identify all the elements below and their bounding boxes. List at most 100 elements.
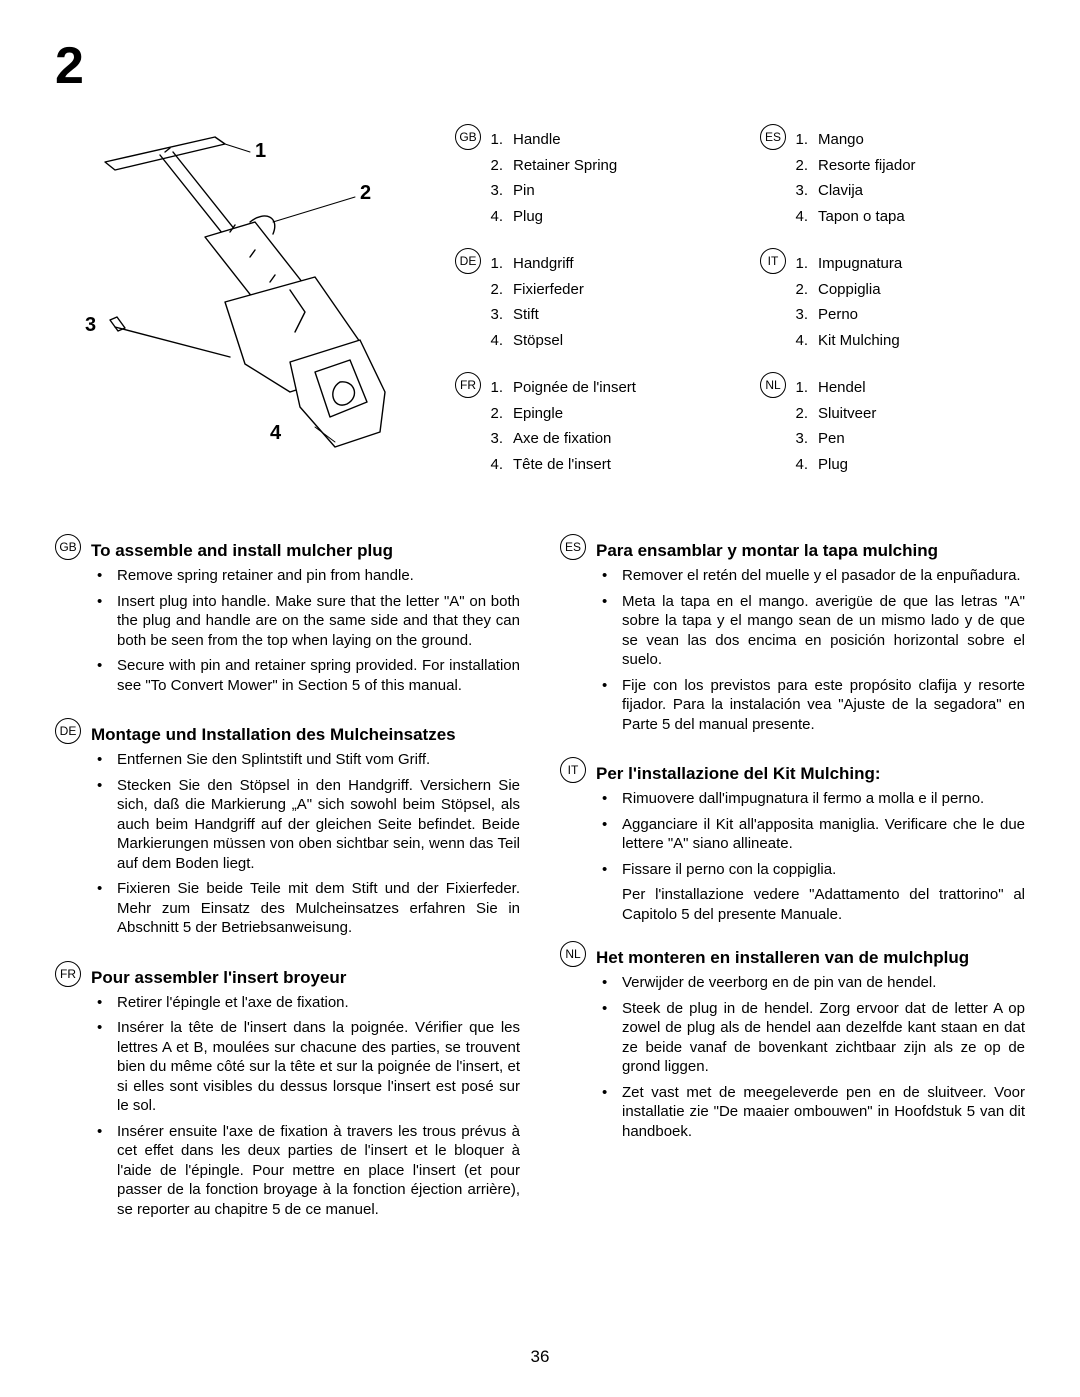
- lang-badge-fr: FR: [455, 372, 481, 398]
- instruction-bullet: Insérer ensuite l'axe de fixation à trav…: [93, 1122, 520, 1220]
- instruction-block-de: DE Montage und Installation des Mulcheins…: [55, 721, 520, 944]
- instruction-extra: Per l'installazione vedere "Adattamento …: [560, 885, 1025, 924]
- parts-item: 2.Epingle: [487, 401, 636, 427]
- parts-list: 1.Hendel2.Sluitveer3.Pen4.Plug: [792, 375, 876, 477]
- parts-item: 2.Retainer Spring: [487, 153, 617, 179]
- parts-group-es: ES1.Mango2.Resorte fijador3.Clavija4.Tap…: [760, 127, 1025, 229]
- instruction-title: Pour assembler l'insert broyeur: [91, 964, 346, 989]
- parts-group-de: DE1.Handgriff2.Fixierfeder3.Stift4.Stöps…: [455, 251, 720, 353]
- instruction-block-es: ES Para ensamblar y montar la tapa mulchi…: [560, 537, 1025, 740]
- instruction-bullet: Stecken Sie den Stöpsel in den Handgriff…: [93, 776, 520, 874]
- parts-item: 1.Handle: [487, 127, 617, 153]
- top-area: 1 2 3 4 GB1.Handle2.Retainer Spring3.Pin…: [55, 122, 1025, 477]
- instruction-bullet: Meta la tapa en el mango. averigüe de qu…: [598, 592, 1025, 670]
- lang-badge-it: IT: [560, 757, 586, 783]
- instruction-bullets: Verwijder de veerborg en de pin van de h…: [560, 973, 1025, 1141]
- parts-item: 2.Resorte fijador: [792, 153, 916, 179]
- instructions-left: GB To assemble and install mulcher plug Re…: [55, 537, 520, 1225]
- parts-group-gb: GB1.Handle2.Retainer Spring3.Pin4.Plug: [455, 127, 720, 229]
- diagram-area: 1 2 3 4: [55, 122, 425, 452]
- instruction-title: Para ensamblar y montar la tapa mulching: [596, 537, 938, 562]
- lang-badge-fr: FR: [55, 961, 81, 987]
- lang-badge-es: ES: [560, 534, 586, 560]
- parts-item: 3.Stift: [487, 302, 584, 328]
- instruction-title-row: NL Het monteren en installeren van de mul…: [560, 944, 1025, 969]
- callout-1: 1: [255, 140, 266, 163]
- instruction-bullets: Remover el retén del muelle y el pasador…: [560, 566, 1025, 734]
- instruction-block-fr: FR Pour assembler l'insert broyeur Retirer…: [55, 964, 520, 1226]
- instruction-bullet: Retirer l'épingle et l'axe de fixation.: [93, 993, 520, 1013]
- lang-badge-de: DE: [55, 718, 81, 744]
- section-number: 2: [55, 40, 1025, 92]
- parts-item: 1.Handgriff: [487, 251, 584, 277]
- instruction-bullets: Retirer l'épingle et l'axe de fixation. I…: [55, 993, 520, 1220]
- parts-item: 2.Coppiglia: [792, 277, 902, 303]
- instruction-bullet: Secure with pin and retainer spring prov…: [93, 656, 520, 695]
- parts-list: 1.Handle2.Retainer Spring3.Pin4.Plug: [487, 127, 617, 229]
- page-number: 36: [0, 1347, 1080, 1367]
- parts-group-nl: NL1.Hendel2.Sluitveer3.Pen4.Plug: [760, 375, 1025, 477]
- instruction-title: Per l'installazione del Kit Mulching:: [596, 760, 881, 785]
- instruction-bullet: Fixieren Sie beide Teile mit dem Stift u…: [93, 879, 520, 938]
- lang-badge-nl: NL: [760, 372, 786, 398]
- parts-group-it: IT1.Impugnatura2.Coppiglia3.Perno4.Kit M…: [760, 251, 1025, 353]
- instruction-bullet: Steek de plug in de hendel. Zorg ervoor …: [598, 999, 1025, 1077]
- instruction-bullet: Remover el retén del muelle y el pasador…: [598, 566, 1025, 586]
- parts-item: 4.Stöpsel: [487, 328, 584, 354]
- instruction-bullets: Remove spring retainer and pin from hand…: [55, 566, 520, 695]
- parts-list: 1.Poignée de l'insert2.Epingle3.Axe de f…: [487, 375, 636, 477]
- instruction-title: Het monteren en installeren van de mulch…: [596, 944, 969, 969]
- instruction-title-row: FR Pour assembler l'insert broyeur: [55, 964, 520, 989]
- lang-badge-gb: GB: [55, 534, 81, 560]
- instructions: GB To assemble and install mulcher plug Re…: [55, 537, 1025, 1225]
- parts-list: 1.Impugnatura2.Coppiglia3.Perno4.Kit Mul…: [792, 251, 902, 353]
- parts-list: 1.Mango2.Resorte fijador3.Clavija4.Tapon…: [792, 127, 916, 229]
- instruction-bullets: Entfernen Sie den Splintstift und Stift …: [55, 750, 520, 938]
- parts-item: 1.Poignée de l'insert: [487, 375, 636, 401]
- parts-item: 3.Perno: [792, 302, 902, 328]
- parts-item: 4.Kit Mulching: [792, 328, 902, 354]
- parts-item: 2.Fixierfeder: [487, 277, 584, 303]
- instruction-title: Montage und Installation des Mulcheinsat…: [91, 721, 456, 746]
- instruction-bullet: Insérer la tête de l'insert dans la poig…: [93, 1018, 520, 1116]
- instruction-title-row: DE Montage und Installation des Mulcheins…: [55, 721, 520, 746]
- parts-item: 3.Clavija: [792, 178, 916, 204]
- parts-item: 3.Pin: [487, 178, 617, 204]
- instruction-block-gb: GB To assemble and install mulcher plug Re…: [55, 537, 520, 701]
- instruction-bullet: Verwijder de veerborg en de pin van de h…: [598, 973, 1025, 993]
- instruction-title-row: GB To assemble and install mulcher plug: [55, 537, 520, 562]
- parts-item: 2.Sluitveer: [792, 401, 876, 427]
- callout-3: 3: [85, 314, 96, 337]
- instruction-bullets: Rimuovere dall'impugnatura il fermo a mo…: [560, 789, 1025, 879]
- parts-item: 1.Impugnatura: [792, 251, 902, 277]
- instruction-title: To assemble and install mulcher plug: [91, 537, 393, 562]
- instruction-bullet: Rimuovere dall'impugnatura il fermo a mo…: [598, 789, 1025, 809]
- instruction-block-nl: NL Het monteren en installeren van de mul…: [560, 944, 1025, 1147]
- instruction-bullet: Entfernen Sie den Splintstift und Stift …: [93, 750, 520, 770]
- parts-item: 4.Tête de l'insert: [487, 452, 636, 478]
- parts-item: 1.Mango: [792, 127, 916, 153]
- instruction-bullet: Fije con los previstos para este propósi…: [598, 676, 1025, 735]
- mulcher-diagram: [55, 122, 425, 452]
- lang-badge-it: IT: [760, 248, 786, 274]
- parts-item: 4.Plug: [792, 452, 876, 478]
- instruction-bullet: Zet vast met de meegeleverde pen en de s…: [598, 1083, 1025, 1142]
- instruction-bullet: Fissare il perno con la coppiglia.: [598, 860, 1025, 880]
- parts-item: 4.Tapon o tapa: [792, 204, 916, 230]
- parts-col-left: GB1.Handle2.Retainer Spring3.Pin4.PlugDE…: [455, 127, 720, 477]
- lang-badge-gb: GB: [455, 124, 481, 150]
- instruction-block-it: IT Per l'installazione del Kit Mulching: R…: [560, 760, 1025, 924]
- instruction-bullet: Remove spring retainer and pin from hand…: [93, 566, 520, 586]
- instruction-bullet: Agganciare il Kit all'apposita maniglia.…: [598, 815, 1025, 854]
- parts-list: 1.Handgriff2.Fixierfeder3.Stift4.Stöpsel: [487, 251, 584, 353]
- parts-item: 4.Plug: [487, 204, 617, 230]
- parts-item: 3.Axe de fixation: [487, 426, 636, 452]
- instructions-right: ES Para ensamblar y montar la tapa mulchi…: [560, 537, 1025, 1225]
- parts-item: 3.Pen: [792, 426, 876, 452]
- parts-col-right: ES1.Mango2.Resorte fijador3.Clavija4.Tap…: [760, 127, 1025, 477]
- lang-badge-de: DE: [455, 248, 481, 274]
- parts-item: 1.Hendel: [792, 375, 876, 401]
- lang-badge-nl: NL: [560, 941, 586, 967]
- parts-group-fr: FR1.Poignée de l'insert2.Epingle3.Axe de…: [455, 375, 720, 477]
- lang-badge-es: ES: [760, 124, 786, 150]
